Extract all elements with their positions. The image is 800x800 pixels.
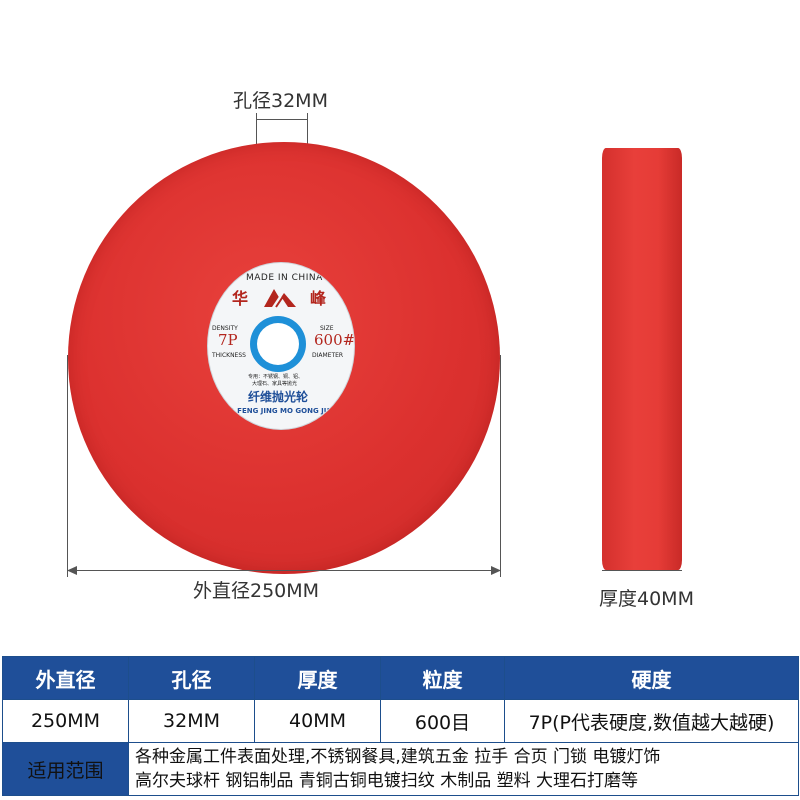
value-grit: 600目 xyxy=(380,699,505,743)
header-outer-diameter: 外直径 xyxy=(2,656,129,700)
outer-arrow-right-icon xyxy=(491,566,501,575)
density-caption: DENSITY xyxy=(212,325,238,332)
header-hardness: 硬度 xyxy=(504,656,799,700)
product-name-cn: 纤维抛光轮 xyxy=(248,390,309,404)
value-hardness: 7P(P代表硬度,数值越大越硬) xyxy=(504,699,799,743)
range-label: 适用范围 xyxy=(2,742,129,796)
range-line-1: 各种金属工件表面处理,不锈钢餐具,建筑五金 拉手 合页 门锁 电镀灯饰 xyxy=(135,747,661,767)
hole-diameter-label: 孔径32MM xyxy=(233,90,328,112)
size-caption: SIZE xyxy=(320,325,334,332)
spec-value-row: 250MM 32MM 40MM 600目 7P(P代表硬度,数值越大越硬) xyxy=(2,699,799,743)
density-value: 7P xyxy=(218,331,238,349)
header-grit: 粒度 xyxy=(380,656,505,700)
outer-extension-left xyxy=(67,355,68,577)
outer-diameter-label: 外直径250MM xyxy=(193,580,320,602)
thickness-dimension-line xyxy=(602,570,682,571)
outer-arrow-left-icon xyxy=(67,566,77,575)
value-hole-diameter: 32MM xyxy=(128,699,255,743)
company-name-en: HUA FENG JING MO GONG JU CHANG xyxy=(218,407,355,415)
use-line-2: 大理石、家具等抛光 xyxy=(252,381,298,387)
made-in-text: MADE IN CHINA xyxy=(246,273,323,283)
value-thickness: 40MM xyxy=(254,699,381,743)
center-hole xyxy=(257,323,299,365)
thickness-label: 厚度40MM xyxy=(599,588,694,610)
value-outer-diameter: 250MM xyxy=(2,699,129,743)
size-value: 600# xyxy=(314,331,355,349)
use-line-1: 专用：不锈钢、铜、铝、 xyxy=(248,374,304,380)
diameter-caption: DIAMETER xyxy=(312,352,344,359)
range-cell: 各种金属工件表面处理,不锈钢餐具,建筑五金 拉手 合页 门锁 电镀灯饰 高尔夫球… xyxy=(128,742,799,796)
spec-header-row: 外直径 孔径 厚度 粒度 硬度 xyxy=(2,656,799,700)
range-line-2: 高尔夫球杆 钢铝制品 青铜古铜电镀扫纹 木制品 塑料 大理石打磨等 xyxy=(135,771,639,791)
outer-extension-right xyxy=(500,355,501,577)
brand-left-text: 华 xyxy=(232,289,249,308)
hole-dimension-line xyxy=(256,119,308,120)
brand-right-text: 峰 xyxy=(310,289,327,308)
outer-dimension-line xyxy=(67,570,501,571)
spec-range-row: 适用范围 各种金属工件表面处理,不锈钢餐具,建筑五金 拉手 合页 门锁 电镀灯饰… xyxy=(2,742,799,796)
brand-logo-icon xyxy=(264,289,296,308)
polishing-wheel-side xyxy=(602,148,682,570)
header-thickness: 厚度 xyxy=(254,656,381,700)
spec-table: 外直径 孔径 厚度 粒度 硬度 250MM 32MM 40MM 600目 7P(… xyxy=(2,656,799,796)
thickness-caption: THICKNESS xyxy=(212,352,246,359)
header-hole-diameter: 孔径 xyxy=(128,656,255,700)
